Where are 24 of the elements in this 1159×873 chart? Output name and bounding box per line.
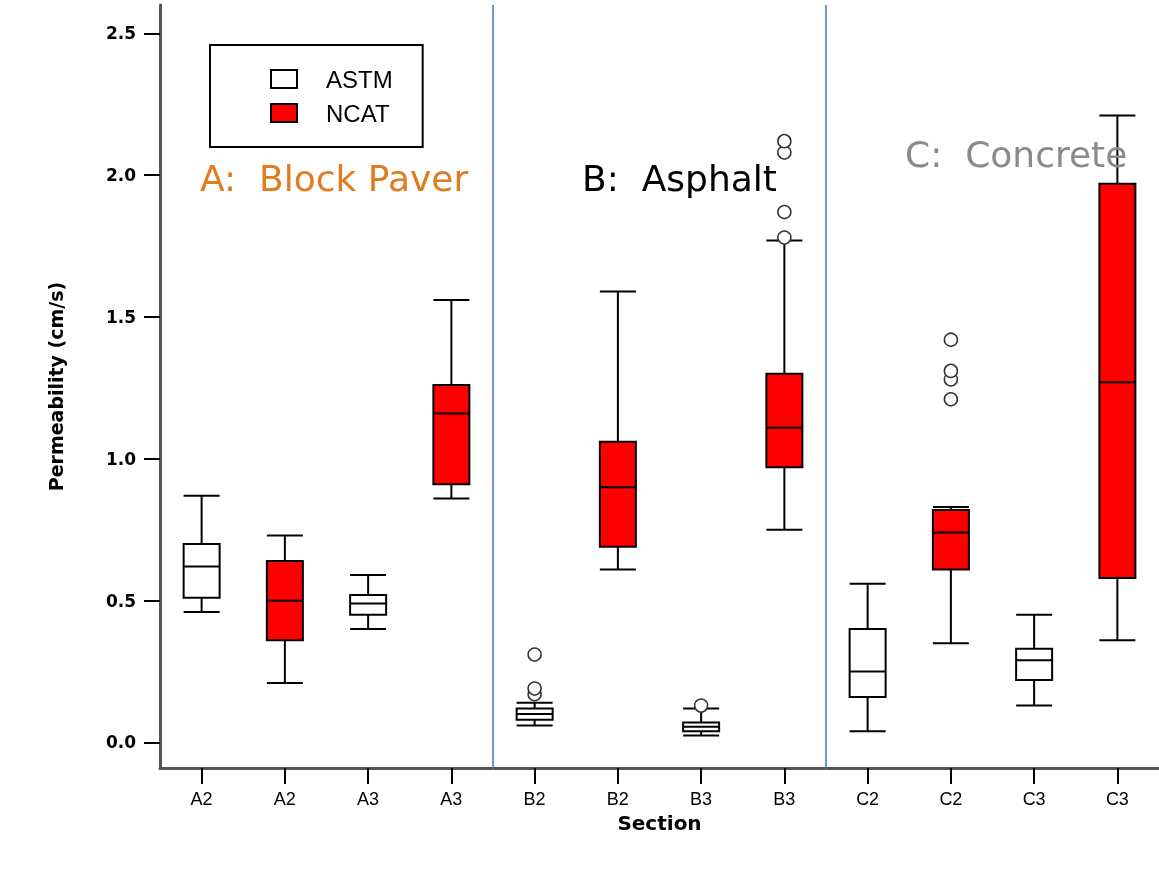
y-axis-title: Permeability (cm/s) [44,281,67,492]
y-tick-label: 1.0 [105,448,137,469]
x-tick-label: B3 [690,789,713,809]
x-tick-label: B2 [606,789,629,809]
y-tick-label: 2.0 [105,165,137,186]
x-tick-label: A3 [357,789,380,809]
y-tick-label: 2.5 [105,23,136,44]
annotation: A: Block Paver [200,157,469,199]
y-tick-label: 0.5 [105,590,136,611]
x-tick-label: A2 [273,789,296,809]
x-tick-label: A3 [440,789,463,809]
annotation: B: Asphalt [582,157,777,199]
y-tick-label: 0.0 [105,732,137,753]
x-axis-title: Section [617,811,702,835]
legend-label: NCAT [326,99,390,127]
legend-label: ASTM [326,65,393,93]
x-tick-label: B3 [773,789,796,809]
x-tick-label: A2 [190,789,213,809]
x-tick-label: C3 [1105,789,1129,809]
x-tick-label: C2 [856,789,880,809]
y-tick-label: 1.5 [105,307,136,328]
x-tick-label: C2 [939,789,963,809]
x-tick-label: B2 [523,789,546,809]
x-tick-label: C3 [1022,789,1046,809]
